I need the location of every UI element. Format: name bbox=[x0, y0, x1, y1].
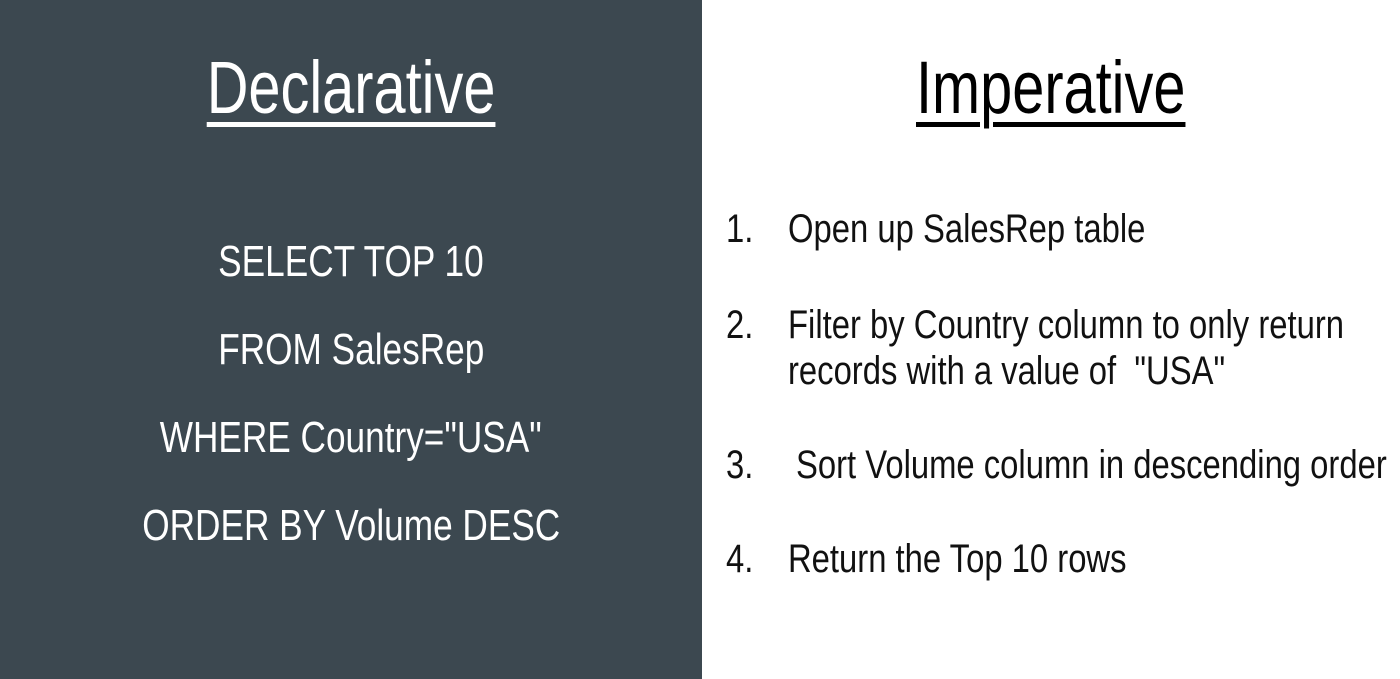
sql-line: ORDER BY Volume DESC bbox=[141, 501, 560, 550]
declarative-panel: Declarative SELECT TOP 10 FROM SalesRep … bbox=[0, 0, 702, 679]
imperative-panel: Imperative 1. Open up SalesRep table 2. … bbox=[702, 0, 1400, 679]
step-text: Filter by Country column to only return … bbox=[788, 303, 1344, 393]
step-number: 2. bbox=[726, 303, 754, 347]
sql-line: SELECT TOP 10 bbox=[218, 237, 484, 286]
step-text: Return the Top 10 rows bbox=[788, 537, 1127, 581]
step-text: Open up SalesRep table bbox=[788, 207, 1146, 251]
step-text: Sort Volume column in descending order bbox=[796, 443, 1387, 487]
imperative-title: Imperative bbox=[916, 46, 1186, 129]
declarative-heading: Declarative bbox=[0, 40, 702, 136]
sql-query: SELECT TOP 10 FROM SalesRep WHERE Countr… bbox=[0, 218, 702, 570]
imperative-heading: Imperative bbox=[702, 40, 1400, 136]
step-number: 3. bbox=[726, 443, 754, 487]
step-number: 1. bbox=[726, 207, 754, 251]
step-number: 4. bbox=[726, 537, 754, 581]
sql-line: FROM SalesRep bbox=[217, 325, 485, 374]
sql-line: WHERE Country="USA" bbox=[160, 413, 542, 462]
declarative-title: Declarative bbox=[206, 46, 496, 129]
